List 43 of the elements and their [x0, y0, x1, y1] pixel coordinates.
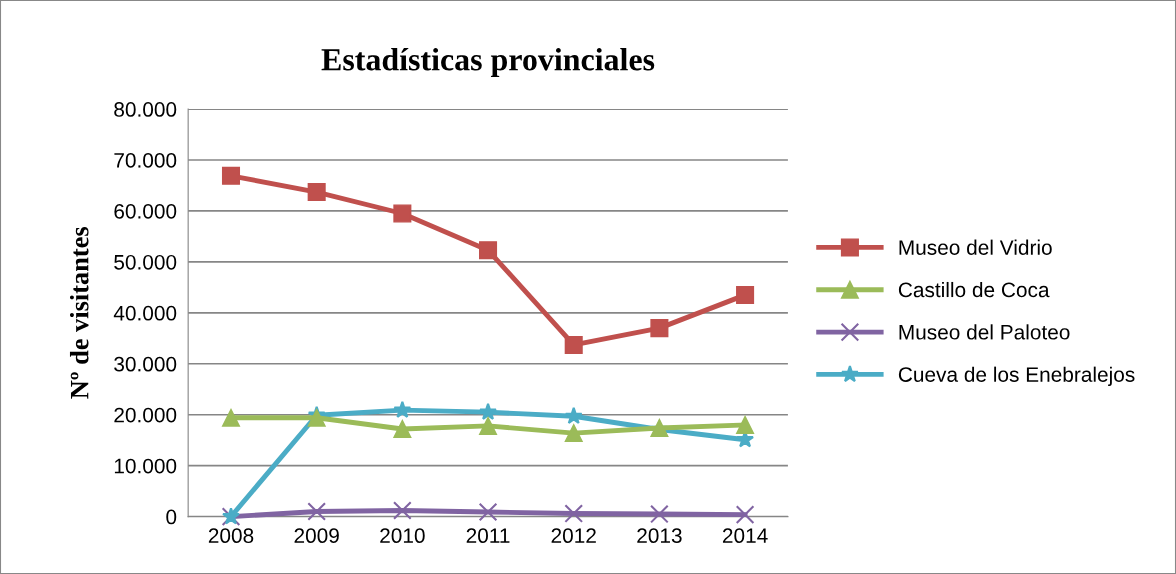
- point: [735, 505, 755, 524]
- x-tick-label: 2011: [466, 528, 510, 544]
- point: [392, 501, 412, 520]
- point: [564, 504, 584, 523]
- y-tick-label: 0: [166, 509, 177, 525]
- x-tick-label: 2010: [380, 528, 425, 544]
- y-tick-label: 20.000: [114, 407, 177, 423]
- y-tick-label: 50.000: [114, 254, 177, 270]
- point: [221, 166, 241, 185]
- y-tick-label: 10.000: [114, 458, 177, 474]
- x-tick-label: 2012: [551, 528, 596, 544]
- legend-label: Castillo de Coca: [898, 281, 1050, 298]
- point: [650, 319, 669, 338]
- y-tick-label: 70.000: [114, 153, 177, 168]
- y-tick-label: 40.000: [113, 305, 177, 321]
- point: [307, 502, 327, 521]
- point: [479, 416, 498, 435]
- y-axis-title: Nº de visitantes: [69, 227, 89, 399]
- y-tick-label: 30.000: [114, 356, 177, 372]
- legend-label: Cueva de los Enebralejos: [898, 366, 1135, 387]
- point: [393, 400, 412, 418]
- point: [736, 285, 755, 305]
- point: [564, 424, 583, 443]
- point: [221, 408, 241, 427]
- x-tick-label: 2013: [637, 528, 682, 544]
- point: [307, 183, 326, 202]
- point: [478, 502, 498, 522]
- y-tick-label: 80.000: [114, 102, 177, 117]
- legend-label: Museo del Vidrio: [899, 239, 1052, 255]
- x-tick-label: 2014: [722, 528, 768, 544]
- point: [393, 204, 412, 223]
- point: [393, 419, 412, 439]
- x-tick-label: 2009: [294, 528, 339, 544]
- point: [479, 402, 498, 420]
- point: [564, 406, 583, 425]
- chart-title: Estadísticas provinciales: [321, 47, 655, 77]
- point: [736, 415, 755, 434]
- point: [650, 504, 669, 524]
- y-tick-label: 60.000: [114, 203, 177, 219]
- legend-label: Museo del Paloteo: [899, 324, 1070, 340]
- point: [479, 241, 498, 260]
- point: [564, 335, 583, 354]
- x-tick-label: 2008: [208, 528, 254, 544]
